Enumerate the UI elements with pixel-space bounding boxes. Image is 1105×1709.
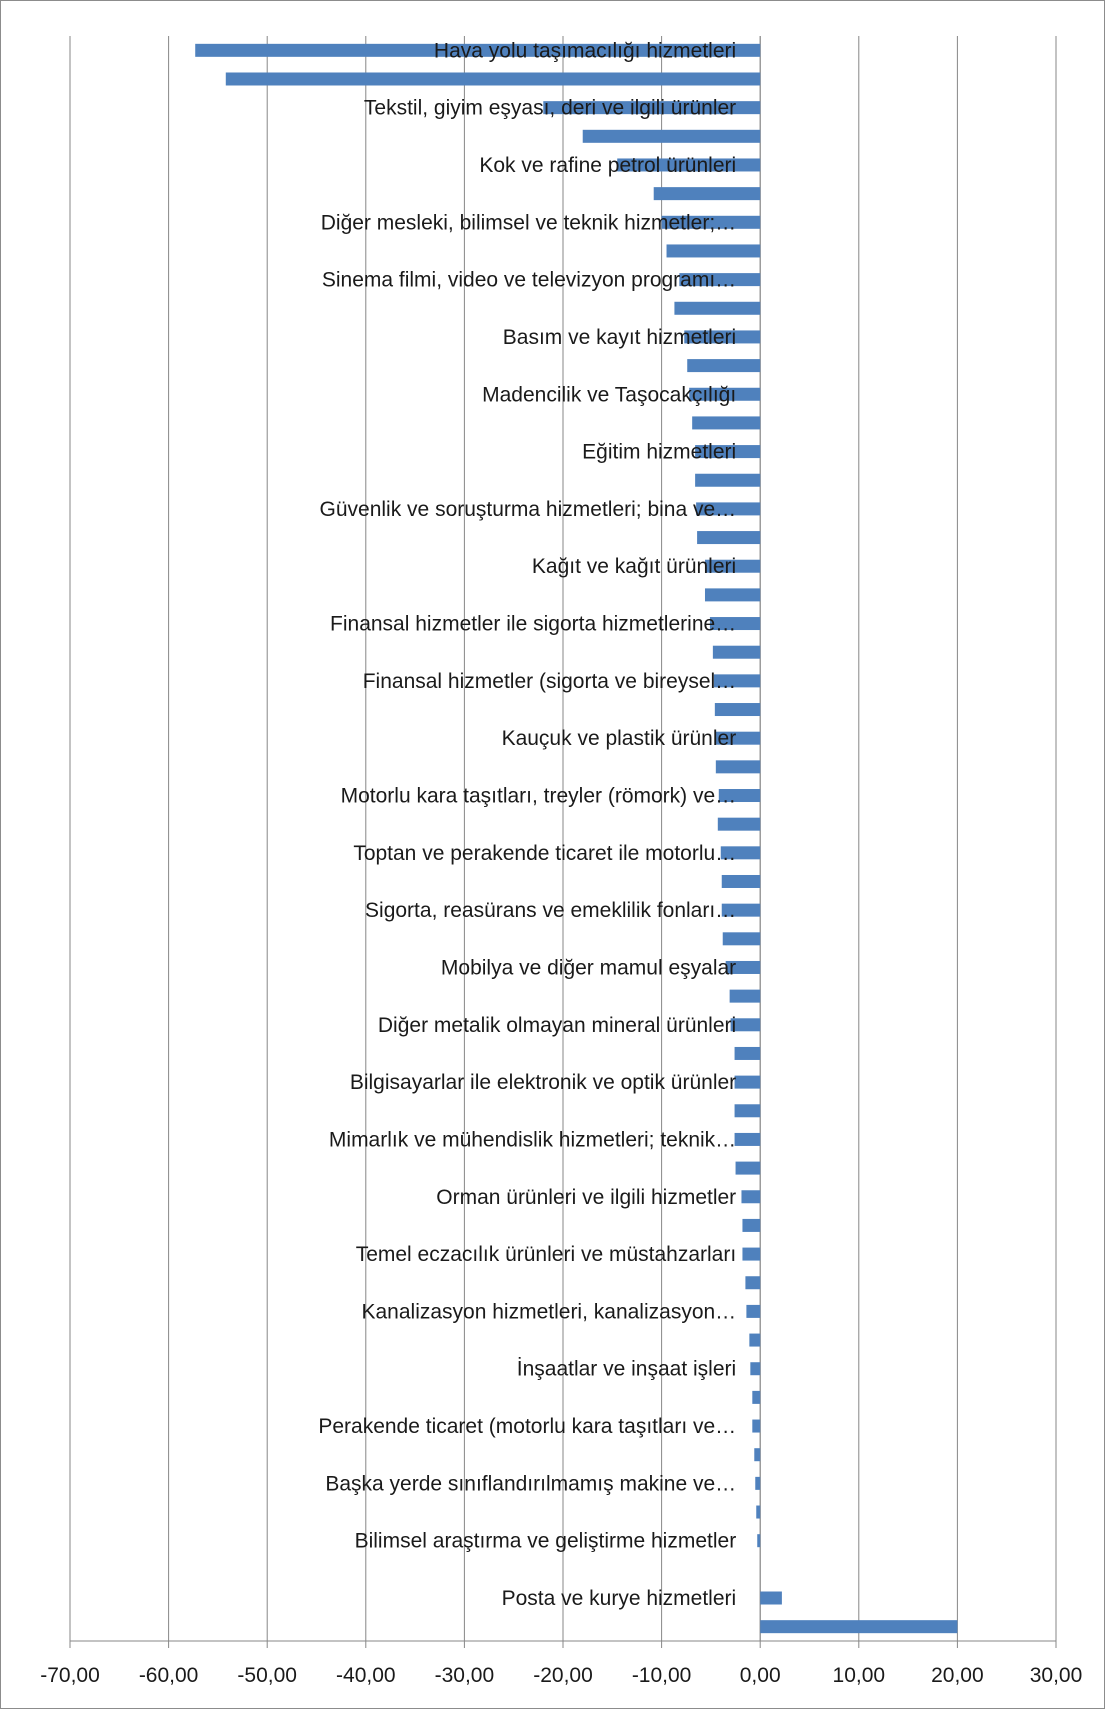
bar	[689, 387, 761, 401]
bar	[679, 273, 761, 287]
bar	[709, 617, 761, 631]
bar	[714, 703, 761, 717]
bar	[721, 903, 761, 917]
bar	[687, 359, 761, 373]
bar	[543, 101, 761, 115]
x-tick-label: -20,00	[533, 1664, 593, 1687]
bar	[722, 932, 761, 946]
category-label: Basım ve kayıt hizmetleri	[503, 326, 736, 349]
x-tick-label: -10,00	[632, 1664, 692, 1687]
category-label: Finansal hizmetler ile sigorta hizmetler…	[330, 613, 736, 636]
bar	[745, 1276, 761, 1290]
bar	[695, 473, 761, 487]
category-label: Temel eczacılık ürünleri ve müstahzarlar…	[356, 1243, 736, 1266]
x-tick-label: -30,00	[435, 1664, 495, 1687]
bar	[749, 1333, 761, 1347]
bar	[720, 846, 761, 860]
x-tick-label: -40,00	[336, 1664, 396, 1687]
bar	[717, 817, 761, 831]
bar	[725, 960, 761, 974]
category-label: Mobilya ve diğer mamul eşyalar	[441, 956, 736, 979]
bar	[715, 760, 761, 774]
bar	[734, 1075, 761, 1089]
category-label: Posta ve kurye hizmetleri	[502, 1587, 737, 1610]
bar	[225, 72, 761, 86]
bar	[734, 1132, 761, 1146]
category-label: Kok ve rafine petrol ürünleri	[479, 154, 736, 177]
category-label: Sinema filmi, video ve televizyon progra…	[322, 269, 736, 292]
category-label: Motorlu kara taşıtları, treyler (römork)…	[341, 785, 737, 808]
bar	[718, 789, 761, 803]
category-label: İnşaatlar ve inşaat işleri	[517, 1358, 736, 1381]
bar	[661, 215, 761, 229]
bar	[696, 502, 761, 516]
bar	[684, 330, 761, 344]
bar	[734, 1046, 761, 1060]
category-label: Orman ürünleri ve ilgili hizmetler	[436, 1186, 736, 1209]
bar	[734, 1104, 761, 1118]
bar	[756, 1505, 761, 1519]
bar	[742, 1218, 761, 1232]
bar	[674, 301, 761, 315]
category-label: Toptan ve perakende ticaret ile motorlu…	[353, 842, 736, 865]
category-label: Bilgisayarlar ile elektronik ve optik ür…	[350, 1071, 736, 1094]
x-tick-label: -70,00	[40, 1664, 100, 1687]
bar	[752, 1390, 761, 1404]
category-label: Tekstil, giyim eşyası, deri ve ilgili ür…	[364, 97, 736, 120]
bar	[666, 244, 761, 258]
bar	[757, 1534, 761, 1548]
bar	[714, 731, 761, 745]
x-tick-label: 30,00	[1030, 1664, 1083, 1687]
category-label: Kauçuk ve plastik ürünler	[502, 727, 737, 750]
bar	[704, 559, 761, 573]
bar	[752, 1419, 761, 1433]
bar	[729, 989, 761, 1003]
category-label: Bilimsel araştırma ve geliştirme hizmetl…	[355, 1530, 737, 1553]
x-tick-label: -60,00	[139, 1664, 199, 1687]
category-label: Madencilik ve Taşocakçılığı	[482, 383, 736, 406]
bar	[617, 158, 761, 172]
bar	[721, 874, 761, 888]
bar	[692, 416, 761, 430]
bars	[195, 43, 958, 1634]
bar	[760, 1620, 958, 1634]
bar	[695, 445, 761, 459]
category-label: Diğer metalik olmayan mineral ürünleri	[378, 1014, 736, 1037]
bar	[582, 129, 761, 143]
bar	[754, 1448, 761, 1462]
bar	[741, 1190, 761, 1204]
bar	[697, 531, 761, 545]
bar	[712, 645, 761, 659]
bar	[713, 674, 761, 688]
category-label: Kanalizasyon hizmetleri, kanalizasyon…	[362, 1300, 737, 1323]
category-label: Başka yerde sınıflandırılmamış makine ve…	[325, 1472, 736, 1495]
category-label: Perakende ticaret (motorlu kara taşıtlar…	[318, 1415, 736, 1438]
bar	[653, 187, 761, 201]
category-labels: Hava yolu taşımacılığı hizmetleri Tekstil…	[318, 39, 736, 1610]
x-tick-label: 10,00	[833, 1664, 886, 1687]
x-tick-label: 20,00	[931, 1664, 984, 1687]
bar	[730, 1018, 761, 1032]
bar	[760, 1591, 782, 1605]
category-label: Sigorta, reasürans ve emeklilik fonları…	[365, 899, 736, 922]
category-label: Mimarlık ve mühendislik hizmetleri; tekn…	[329, 1128, 736, 1151]
x-axis-tick-labels: -70,00 -60,00 -50,00 -40,00 -30,00 -20,00 -10,…	[40, 1664, 1082, 1687]
category-label: Kağıt ve kağıt ürünleri	[532, 555, 736, 578]
bar	[755, 1476, 761, 1490]
category-label: Eğitim hizmetleri	[582, 441, 736, 464]
category-label: Diğer mesleki, bilimsel ve teknik hizmet…	[321, 211, 736, 234]
bar	[746, 1304, 761, 1318]
category-label: Güvenlik ve soruşturma hizmetleri; bina …	[320, 498, 737, 521]
bar	[750, 1362, 761, 1376]
bar	[735, 1161, 761, 1175]
x-tick-label: 0,00	[740, 1664, 781, 1687]
bar	[704, 588, 761, 602]
bar	[742, 1247, 761, 1261]
category-label: Hava yolu taşımacılığı hizmetleri	[434, 39, 736, 62]
category-label: Finansal hizmetler (sigorta ve bireysel…	[363, 670, 736, 693]
x-tick-label: -50,00	[237, 1664, 297, 1687]
bar	[195, 43, 761, 57]
